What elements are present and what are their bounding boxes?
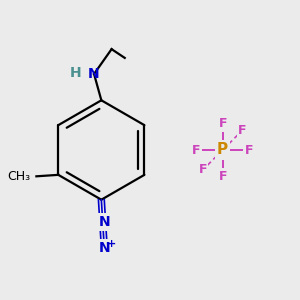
Text: CH₃: CH₃ bbox=[8, 170, 31, 183]
Text: N: N bbox=[98, 214, 110, 229]
Text: F: F bbox=[218, 170, 227, 183]
Text: P: P bbox=[217, 142, 228, 158]
Text: H: H bbox=[70, 65, 82, 80]
Text: F: F bbox=[199, 164, 207, 176]
Text: N: N bbox=[98, 241, 110, 255]
Text: F: F bbox=[238, 124, 247, 136]
Text: +: + bbox=[107, 238, 116, 249]
Text: F: F bbox=[192, 143, 201, 157]
Text: F: F bbox=[218, 117, 227, 130]
Text: F: F bbox=[245, 143, 253, 157]
Text: N: N bbox=[88, 67, 100, 81]
